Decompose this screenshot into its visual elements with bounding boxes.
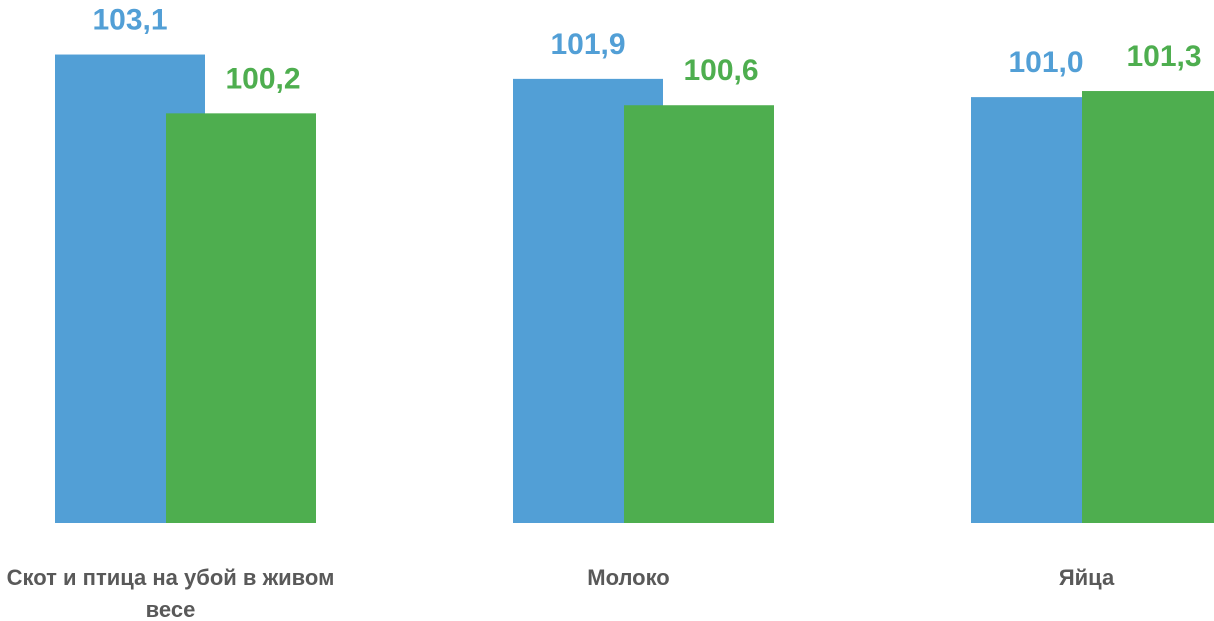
bar — [1082, 91, 1214, 523]
value-label: 101,3 — [1126, 40, 1201, 73]
x-tick-label: Яйца — [1058, 565, 1115, 590]
bar — [166, 113, 316, 524]
bar — [624, 105, 774, 524]
value-label: 103,1 — [92, 3, 167, 36]
value-label: 100,6 — [683, 54, 758, 87]
x-tick-label: Скот и птица на убой в живом весе — [6, 565, 335, 621]
value-label: 101,0 — [1008, 46, 1083, 79]
value-label: 100,2 — [225, 62, 300, 95]
x-tick-label: Молоко — [587, 565, 670, 590]
value-label: 101,9 — [550, 28, 625, 61]
